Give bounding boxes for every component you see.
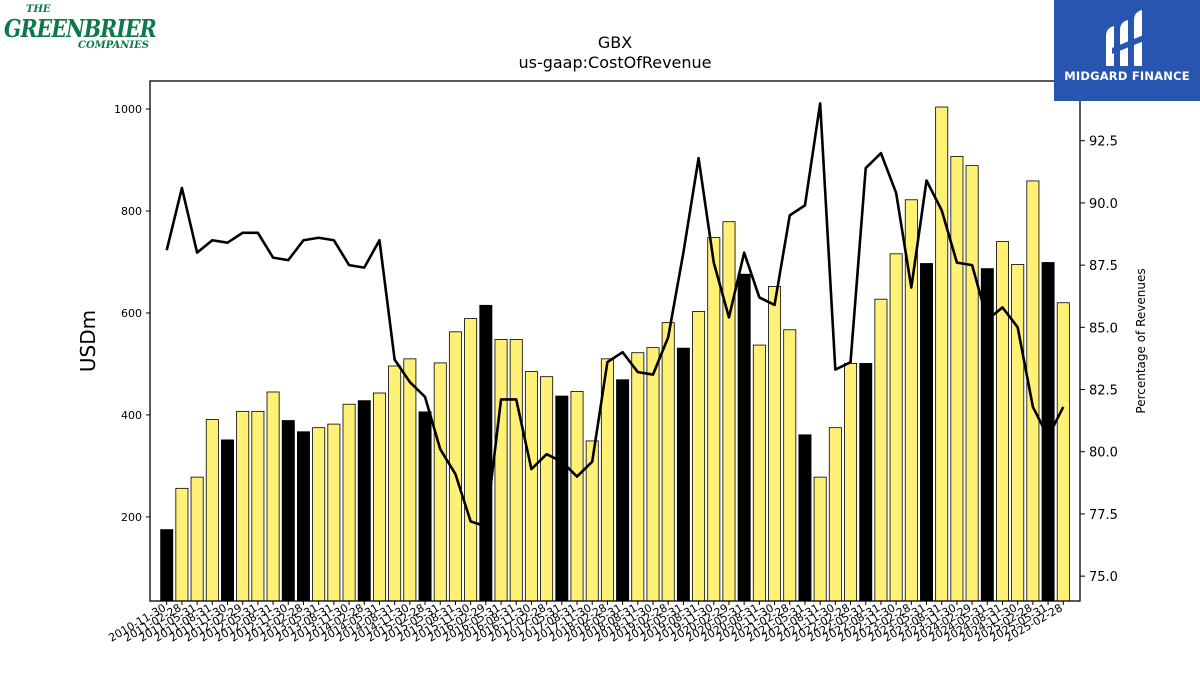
- bar: [555, 395, 569, 602]
- bar: [676, 347, 690, 602]
- midgard-finance-logo: MIDGARD FINANCE: [1054, 0, 1200, 101]
- bar: [312, 427, 326, 602]
- bar: [935, 106, 949, 602]
- bar: [205, 419, 219, 602]
- y2-tick-label: 85.0: [1089, 321, 1118, 336]
- y-tick-label: 600: [121, 307, 142, 320]
- bar: [783, 329, 797, 602]
- bar: [221, 439, 234, 602]
- bar: [372, 392, 386, 602]
- y-tick-label: 1000: [114, 103, 142, 116]
- bar: [874, 298, 888, 602]
- bar: [828, 427, 842, 602]
- bar: [950, 156, 964, 602]
- greenbrier-logo-name: GREENBRIER: [4, 14, 157, 43]
- y2-tick-label: 87.5: [1089, 259, 1118, 274]
- greenbrier-logo-sub: COMPANIES: [78, 40, 149, 51]
- bar: [494, 339, 508, 602]
- y2-tick-label: 80.0: [1089, 446, 1118, 461]
- bar: [296, 431, 310, 602]
- bar: [540, 376, 554, 602]
- bar: [646, 347, 660, 602]
- line-series: [165, 102, 1065, 528]
- y-tick-label: 800: [121, 205, 142, 218]
- bar: [920, 263, 934, 602]
- bar: [327, 423, 341, 602]
- greenbrier-logo: THE GREENBRIER COMPANIES: [4, 4, 157, 52]
- bar: [752, 344, 766, 602]
- bar: [813, 476, 827, 602]
- bar: [1011, 264, 1025, 602]
- bar: [996, 241, 1009, 602]
- bar: [464, 318, 478, 602]
- greenbrier-logo-the: THE: [26, 4, 51, 15]
- bar: [1041, 262, 1055, 602]
- bar: [798, 434, 812, 602]
- chart-title: GBX: [597, 33, 633, 52]
- bar: [524, 371, 538, 602]
- y2-axis-label: Percentage of Revenues: [1134, 268, 1148, 413]
- bar: [844, 363, 858, 602]
- y-axis-label: USDm: [76, 310, 100, 372]
- y2-tick-label: 77.5: [1089, 508, 1118, 523]
- chart-subtitle: us-gaap:CostOfRevenue: [518, 53, 712, 72]
- bar: [965, 165, 979, 602]
- bar: [175, 487, 189, 602]
- bar: [479, 304, 493, 602]
- chart-axes: [146, 80, 1085, 605]
- bar: [631, 352, 645, 602]
- y2-tick-label: 92.5: [1089, 135, 1118, 150]
- bar: [661, 322, 675, 602]
- bar-series: [160, 106, 1070, 602]
- bar: [570, 391, 584, 602]
- midgard-finance-name: MIDGARD FINANCE: [1064, 69, 1190, 83]
- bar: [616, 379, 630, 602]
- bar: [1056, 302, 1070, 602]
- midgard-m-icon: [1106, 10, 1146, 66]
- bar: [251, 410, 265, 602]
- bar: [190, 476, 204, 602]
- y2-tick-label: 75.0: [1089, 570, 1118, 585]
- bar: [737, 273, 751, 602]
- bar: [859, 363, 873, 602]
- bar: [357, 400, 371, 602]
- bar: [236, 410, 250, 602]
- bar: [342, 403, 356, 602]
- plot-frame: [149, 80, 1081, 602]
- y2-tick-label: 82.5: [1089, 384, 1118, 399]
- bar: [418, 411, 432, 602]
- bar: [692, 311, 706, 602]
- bar: [160, 529, 174, 602]
- bar: [509, 339, 523, 602]
- y-tick-label: 400: [121, 409, 142, 422]
- bar: [281, 420, 295, 602]
- y-tick-label: 200: [121, 511, 142, 524]
- y2-tick-label: 90.0: [1089, 197, 1118, 212]
- bar: [266, 391, 280, 602]
- percentage-line: [165, 102, 1065, 528]
- bar: [889, 253, 903, 602]
- bar: [433, 362, 447, 602]
- bar: [707, 237, 721, 602]
- bar: [388, 365, 402, 602]
- bar: [403, 358, 417, 602]
- bar: [722, 221, 736, 602]
- bar: [768, 286, 782, 602]
